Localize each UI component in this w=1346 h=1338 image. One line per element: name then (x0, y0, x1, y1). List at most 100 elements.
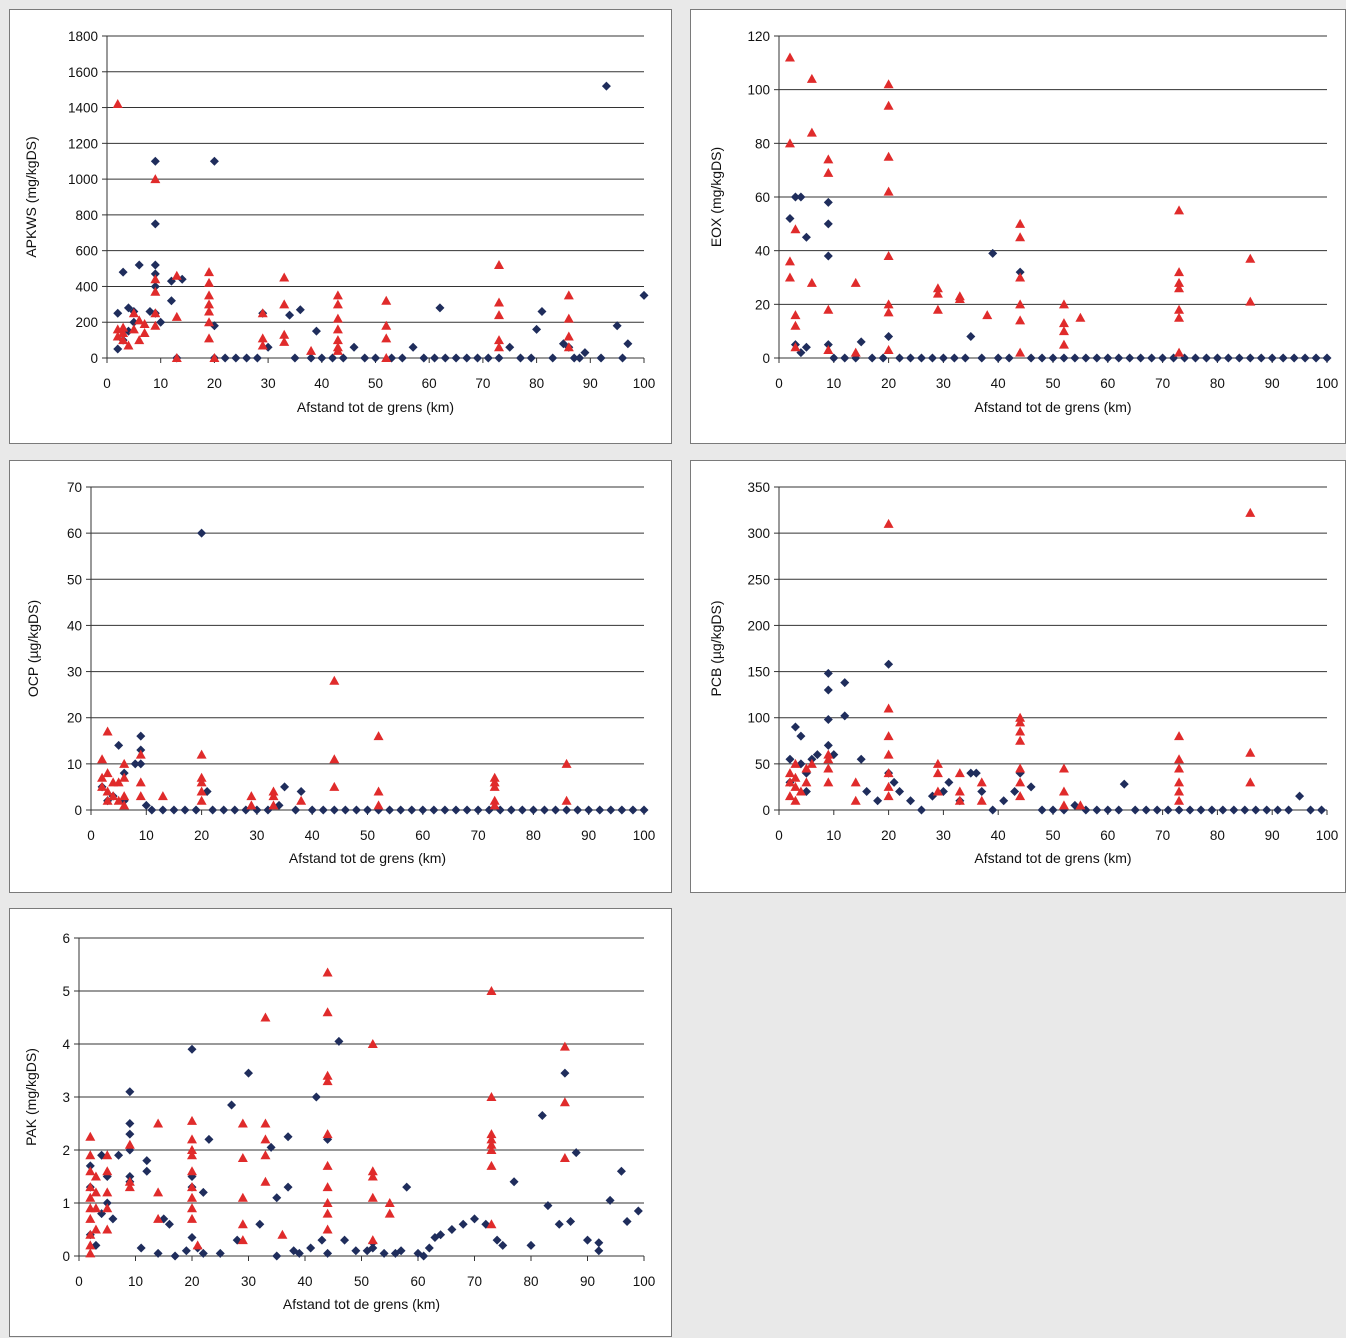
y-tick-label: 20 (67, 711, 82, 726)
data-point-triangle (204, 333, 215, 343)
x-axis-label: Afstand tot de grens (km) (289, 850, 446, 866)
data-point-diamond (440, 353, 450, 363)
data-point-diamond (311, 1092, 321, 1102)
data-point-diamond (209, 156, 219, 166)
data-point-triangle (932, 304, 943, 314)
data-point-triangle (883, 79, 894, 89)
x-tick-label: 100 (633, 828, 656, 843)
data-point-diamond (483, 353, 493, 363)
data-point-diamond (451, 805, 461, 815)
data-point-triangle (823, 763, 834, 773)
data-point-triangle (90, 1187, 101, 1197)
data-point-diamond (873, 796, 883, 806)
data-point-diamond (977, 353, 987, 363)
data-point-diamond (566, 1217, 576, 1227)
data-point-triangle (150, 286, 161, 296)
data-point-triangle (494, 259, 505, 269)
data-point-triangle (124, 1139, 135, 1149)
data-point-diamond (1070, 800, 1080, 810)
data-point-diamond (1169, 353, 1179, 363)
data-point-diamond (1185, 805, 1195, 815)
data-point-diamond (569, 353, 579, 363)
data-point-triangle (563, 342, 574, 352)
data-point-triangle (1174, 763, 1185, 773)
data-point-triangle (90, 1203, 101, 1213)
data-point-diamond (114, 1150, 124, 1160)
data-point-triangle (1015, 315, 1026, 325)
x-tick-label: 60 (415, 828, 430, 843)
data-point-diamond (583, 1235, 592, 1245)
data-point-triangle (784, 791, 795, 801)
data-point-diamond (1245, 353, 1255, 363)
data-point-triangle (102, 1224, 113, 1234)
data-point-triangle (257, 340, 268, 350)
data-point-diamond (506, 805, 516, 815)
data-point-triangle (204, 299, 215, 309)
data-point-diamond (867, 353, 877, 363)
data-point-triangle (954, 795, 965, 805)
data-point-diamond (548, 353, 558, 363)
data-point-triangle (113, 795, 124, 805)
data-point-diamond (988, 248, 998, 258)
data-point-triangle (850, 795, 861, 805)
data-point-diamond (85, 1161, 95, 1171)
x-tick-label: 10 (128, 1274, 143, 1289)
data-point-diamond (351, 1246, 361, 1256)
data-point-diamond (285, 310, 295, 320)
data-point-triangle (113, 777, 124, 787)
data-point-diamond (927, 353, 937, 363)
data-point-diamond (283, 1182, 293, 1192)
data-point-triangle (806, 758, 817, 768)
data-point-diamond (430, 353, 440, 363)
data-point-diamond (402, 1182, 412, 1192)
chart-panel-ocp: 0 10 20 30 40 50 60 70 0 10 20 30 40 50 60 70 80 90 100 Afs… (9, 460, 672, 893)
data-point-triangle (237, 1152, 248, 1162)
y-tick-label: 800 (75, 208, 98, 223)
data-point-triangle (102, 1187, 113, 1197)
data-point-diamond (215, 1248, 225, 1258)
data-point-triangle (306, 345, 317, 355)
data-point-triangle (150, 308, 161, 318)
data-point-triangle (322, 1182, 333, 1192)
data-point-diamond (136, 759, 146, 769)
x-tick-label: 10 (139, 828, 154, 843)
data-point-triangle (102, 726, 113, 736)
data-point-diamond (291, 805, 301, 815)
data-point-diamond (790, 722, 800, 732)
data-point-triangle (1058, 299, 1069, 309)
x-tick-label: 100 (1316, 376, 1339, 391)
data-point-triangle (1015, 717, 1026, 727)
data-point-diamond (505, 342, 515, 352)
data-point-diamond (473, 353, 483, 363)
data-point-diamond (436, 1230, 446, 1240)
data-point-diamond (323, 1248, 333, 1258)
data-point-triangle (128, 308, 139, 318)
data-point-triangle (1174, 283, 1185, 293)
data-point-diamond (509, 1177, 519, 1187)
data-point-diamond (385, 805, 395, 815)
x-tick-label: 40 (297, 1274, 312, 1289)
data-point-triangle (322, 967, 333, 977)
data-point-diamond (796, 348, 806, 358)
data-point-diamond (317, 353, 327, 363)
data-point-diamond (966, 768, 976, 778)
x-tick-label: 50 (1045, 376, 1060, 391)
data-point-diamond (307, 805, 317, 815)
y-tick-label: 400 (75, 279, 98, 294)
data-point-triangle (883, 768, 894, 778)
data-point-diamond (430, 1232, 440, 1242)
data-point-triangle (119, 800, 130, 810)
x-tick-label: 20 (194, 828, 209, 843)
data-point-diamond (150, 260, 160, 270)
data-point-triangle (559, 1097, 570, 1107)
data-point-diamond (470, 1214, 479, 1224)
data-point-diamond (840, 353, 850, 363)
data-point-triangle (322, 1198, 333, 1207)
data-point-diamond (360, 353, 370, 363)
data-point-diamond (927, 791, 937, 801)
data-point-triangle (883, 186, 894, 196)
data-point-diamond (823, 197, 833, 207)
data-point-diamond (255, 1219, 265, 1229)
data-point-triangle (1015, 712, 1026, 722)
data-point-triangle (932, 768, 943, 778)
